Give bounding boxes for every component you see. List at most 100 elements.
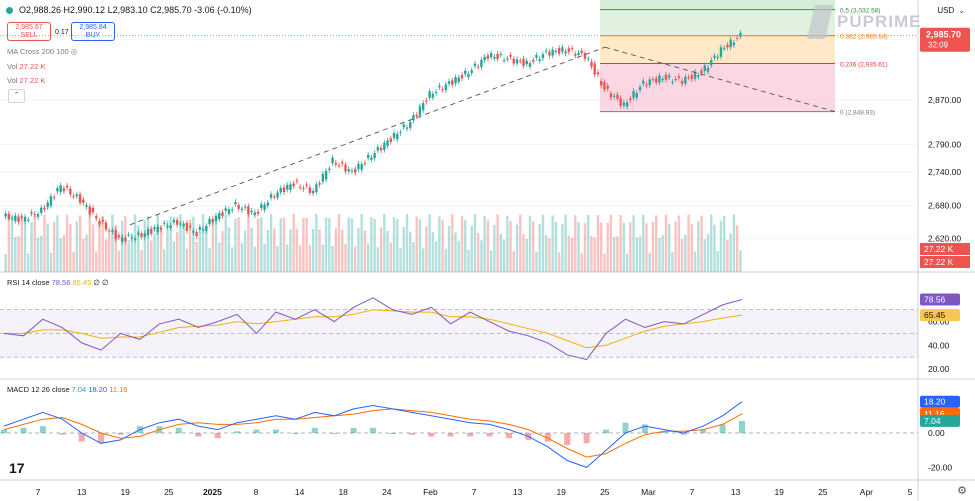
volume-bar bbox=[276, 245, 279, 272]
candle-body bbox=[519, 60, 522, 62]
time-tick-label: 19 bbox=[120, 487, 130, 497]
candle-body bbox=[153, 227, 156, 230]
macd-histogram-bar bbox=[59, 433, 66, 435]
macd-histogram-bar bbox=[447, 433, 454, 437]
volume-bar bbox=[156, 214, 159, 272]
candle-body bbox=[107, 230, 111, 232]
candle-body bbox=[260, 204, 263, 209]
time-tick-label: 8 bbox=[254, 487, 259, 497]
candle-body bbox=[182, 223, 185, 227]
candle-body bbox=[91, 207, 95, 213]
macd-histogram-bar bbox=[195, 433, 202, 437]
candle-body bbox=[308, 187, 312, 193]
volume-bar bbox=[609, 215, 613, 272]
volume-bar bbox=[561, 223, 564, 272]
volume-bar bbox=[318, 229, 321, 272]
volume-bar bbox=[460, 216, 464, 272]
vol-label-1[interactable]: Vol 27.22 K bbox=[7, 62, 46, 71]
volume-bar bbox=[506, 215, 509, 272]
macd-legend: MACD 12 26 close 7.04 18.20 11.16 bbox=[7, 385, 128, 394]
volume-bar bbox=[383, 214, 386, 272]
macd-value-box bbox=[920, 414, 960, 427]
candle-body bbox=[674, 78, 677, 80]
volume-bar bbox=[350, 218, 354, 272]
candle-body bbox=[532, 59, 535, 62]
volume-bar bbox=[554, 221, 558, 272]
sell-button[interactable]: 2,985.67 SELL bbox=[7, 22, 51, 41]
candle-body bbox=[625, 102, 629, 107]
candle-body bbox=[4, 213, 7, 217]
ohlc-values: O2,988.26 H2,990.12 L2,983.10 C2,985.70 … bbox=[19, 5, 252, 15]
volume-bar bbox=[91, 224, 95, 272]
candle-body bbox=[697, 75, 700, 77]
candle-body bbox=[298, 186, 302, 188]
rsi-ma-value-label: 65.45 bbox=[924, 310, 946, 320]
volume-bar bbox=[59, 238, 62, 272]
candle-body bbox=[574, 54, 577, 56]
candle-body bbox=[544, 50, 548, 52]
volume-bar bbox=[716, 250, 719, 272]
eye-icon[interactable]: ◎ bbox=[70, 47, 78, 56]
volume-bar bbox=[260, 217, 263, 272]
gear-icon[interactable]: ⚙ bbox=[957, 485, 967, 497]
volume-bar bbox=[273, 228, 276, 272]
macd-value-label: 18.20 bbox=[924, 397, 946, 407]
volume-bar bbox=[250, 227, 253, 272]
volume-bar bbox=[130, 233, 134, 272]
volume-bar bbox=[75, 221, 79, 272]
candle-body bbox=[557, 48, 561, 54]
candle-body bbox=[82, 199, 85, 203]
currency-selector[interactable]: USD ⌄ bbox=[937, 6, 965, 15]
candle-body bbox=[389, 138, 393, 142]
candle-body bbox=[593, 63, 596, 75]
volume-bar bbox=[360, 214, 363, 272]
volume-bar bbox=[49, 252, 53, 272]
candle-body bbox=[350, 170, 354, 172]
candle-body bbox=[522, 58, 525, 66]
candle-body bbox=[363, 163, 367, 165]
macd-histogram-bar bbox=[331, 433, 338, 434]
candle-body bbox=[599, 80, 603, 86]
candle-body bbox=[205, 225, 208, 231]
candle-body bbox=[447, 81, 451, 84]
volume-bar bbox=[645, 223, 648, 272]
volume-bar bbox=[587, 214, 590, 272]
volume-bar bbox=[27, 253, 30, 272]
volume-bar bbox=[104, 239, 108, 272]
volume-bar bbox=[496, 214, 499, 272]
volume-bar bbox=[298, 245, 302, 272]
candle-body bbox=[438, 85, 441, 88]
macd-histogram-bar bbox=[544, 433, 551, 442]
volume-bar bbox=[120, 220, 124, 272]
candle-body bbox=[642, 80, 645, 84]
candle-body bbox=[512, 58, 516, 64]
fib-level-label: 0.382 (2,985.64) bbox=[840, 34, 888, 41]
time-tick-label: 13 bbox=[77, 487, 87, 497]
vol-label-2[interactable]: Vol 27.22 K bbox=[7, 76, 46, 85]
countdown-label: 32:09 bbox=[928, 41, 949, 50]
candle-body bbox=[632, 91, 635, 98]
ma-cross-label[interactable]: MA Cross 200 100 ◎ bbox=[7, 47, 78, 56]
candle-body bbox=[30, 212, 33, 214]
volume-bar bbox=[638, 235, 642, 272]
macd-histogram-bar bbox=[175, 427, 182, 433]
candle-body bbox=[214, 215, 218, 221]
macd-histogram-bar bbox=[1, 429, 7, 433]
candle-body bbox=[386, 140, 389, 146]
candle-body bbox=[619, 98, 622, 106]
candle-body bbox=[528, 63, 532, 67]
buy-button[interactable]: 2,985.84 BUY bbox=[71, 22, 115, 41]
candle-body bbox=[59, 185, 62, 193]
volume-bar bbox=[357, 227, 360, 272]
candle-body bbox=[179, 223, 182, 225]
volume-bar bbox=[227, 227, 231, 272]
candle-body bbox=[457, 77, 460, 82]
time-tick-label: Feb bbox=[423, 487, 438, 497]
rsi-line bbox=[3, 297, 743, 361]
candle-body bbox=[98, 221, 101, 225]
collapse-legend-button[interactable]: ⌃ bbox=[8, 89, 25, 103]
volume-label-box bbox=[920, 256, 970, 268]
volume-bar bbox=[23, 223, 27, 272]
volume-bar bbox=[363, 230, 367, 272]
